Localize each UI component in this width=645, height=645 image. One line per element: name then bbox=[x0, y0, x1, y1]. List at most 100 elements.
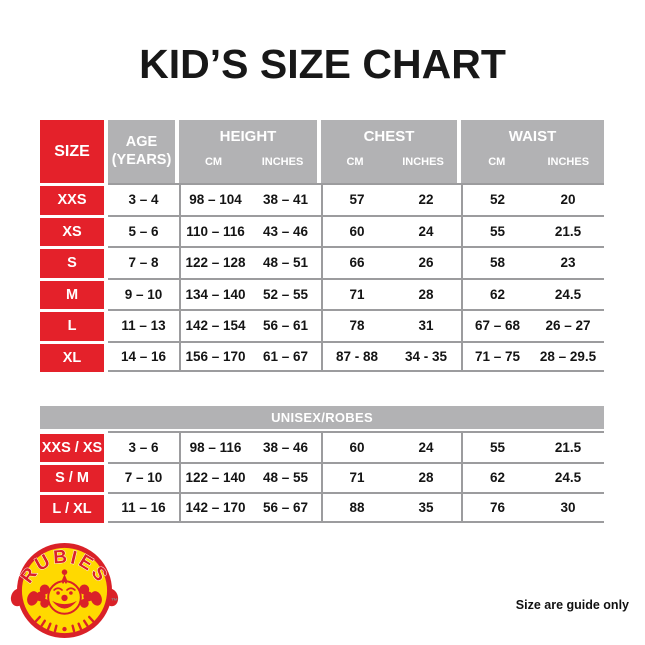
size-cell: M bbox=[40, 277, 108, 309]
age-cell: 7 – 8 bbox=[108, 246, 179, 278]
page-title: KID’S SIZE CHART bbox=[139, 41, 506, 87]
age-cell: 7 – 10 bbox=[108, 461, 179, 492]
unisex-robes-header: UNISEX/ROBES bbox=[40, 406, 604, 431]
header-height-cm: CM bbox=[204, 155, 223, 168]
size-cell: XXS / XS bbox=[40, 431, 108, 462]
height-inches-cell: 52 – 55 bbox=[250, 277, 321, 309]
waist-inches-cell: 21.5 bbox=[532, 214, 604, 246]
waist-inches-cell: 28 – 29.5 bbox=[532, 340, 604, 372]
kids-size-table: SIZE AGE (YEARS) HEIGHT CM INCHES CHEST … bbox=[40, 120, 604, 372]
chest-inches-cell: 28 bbox=[391, 461, 461, 492]
size-cell: XXS bbox=[40, 183, 108, 215]
chest-inches-cell: 35 bbox=[391, 492, 461, 523]
waist-cm-cell: 62 bbox=[461, 277, 532, 309]
waist-inches-cell: 21.5 bbox=[532, 431, 604, 462]
header-chest-subheaders: CM INCHES bbox=[321, 154, 457, 183]
header-waist-group: WAIST CM INCHES bbox=[461, 120, 604, 183]
chest-inches-cell: 26 bbox=[391, 246, 461, 278]
waist-cm-cell: 58 bbox=[461, 246, 532, 278]
age-cell: 14 – 16 bbox=[108, 340, 179, 372]
chest-cm-cell: 57 bbox=[321, 183, 391, 215]
height-cm-cell: 156 – 170 bbox=[179, 340, 250, 372]
size-cell: L bbox=[40, 309, 108, 341]
header-chest-inches: INCHES bbox=[402, 155, 444, 168]
chest-cm-cell: 78 bbox=[321, 309, 391, 341]
height-cm-cell: 110 – 116 bbox=[179, 214, 250, 246]
rubies-logo-icon: RUBIES bbox=[10, 542, 119, 639]
chest-cm-cell: 71 bbox=[321, 277, 391, 309]
height-cm-cell: 122 – 140 bbox=[179, 461, 250, 492]
waist-cm-cell: 52 bbox=[461, 183, 532, 215]
waist-cm-cell: 55 bbox=[461, 214, 532, 246]
size-cell: S bbox=[40, 246, 108, 278]
header-size: SIZE bbox=[40, 120, 108, 183]
height-inches-cell: 56 – 61 bbox=[250, 309, 321, 341]
waist-cm-cell: 62 bbox=[461, 461, 532, 492]
table-row-m: M 9 – 10 134 – 140 52 – 55 71 28 62 24.5 bbox=[40, 277, 604, 309]
header-chest-label: CHEST bbox=[363, 128, 415, 146]
unisex-robes-table: UNISEX/ROBES XXS / XS 3 – 6 98 – 116 38 … bbox=[40, 406, 604, 523]
height-inches-cell: 61 – 67 bbox=[250, 340, 321, 372]
height-cm-cell: 142 – 154 bbox=[179, 309, 250, 341]
header-chest-group: CHEST CM INCHES bbox=[321, 120, 461, 183]
header-waist-label: WAIST bbox=[508, 128, 557, 146]
size-cell: L / XL bbox=[40, 492, 108, 523]
chest-cm-cell: 88 bbox=[321, 492, 391, 523]
height-cm-cell: 98 – 116 bbox=[179, 431, 250, 462]
header-age: AGE (YEARS) bbox=[108, 120, 179, 183]
height-inches-cell: 56 – 67 bbox=[250, 492, 321, 523]
chest-inches-cell: 34 - 35 bbox=[391, 340, 461, 372]
chest-inches-cell: 31 bbox=[391, 309, 461, 341]
age-cell: 3 – 6 bbox=[108, 431, 179, 462]
table-row-s: S 7 – 8 122 – 128 48 – 51 66 26 58 23 bbox=[40, 246, 604, 278]
waist-inches-cell: 30 bbox=[532, 492, 604, 523]
table-row-xxs-xs: XXS / XS 3 – 6 98 – 116 38 – 46 60 24 55… bbox=[40, 431, 604, 462]
chest-cm-cell: 87 - 88 bbox=[321, 340, 391, 372]
waist-inches-cell: 26 – 27 bbox=[532, 309, 604, 341]
chest-cm-cell: 60 bbox=[321, 214, 391, 246]
chest-inches-cell: 24 bbox=[391, 214, 461, 246]
waist-cm-cell: 55 bbox=[461, 431, 532, 462]
height-inches-cell: 43 – 46 bbox=[250, 214, 321, 246]
height-cm-cell: 122 – 128 bbox=[179, 246, 250, 278]
trademark-symbol: ™ bbox=[111, 598, 118, 605]
height-cm-cell: 98 – 104 bbox=[179, 183, 250, 215]
footer-note: Size are guide only bbox=[515, 598, 629, 612]
waist-inches-cell: 24.5 bbox=[532, 277, 604, 309]
header-age-line1: AGE bbox=[125, 134, 158, 151]
chest-inches-cell: 24 bbox=[391, 431, 461, 462]
chest-inches-cell: 22 bbox=[391, 183, 461, 215]
header-waist-inches: INCHES bbox=[547, 155, 590, 168]
waist-inches-cell: 23 bbox=[532, 246, 604, 278]
header-height-inches: INCHES bbox=[261, 155, 304, 168]
header-height-group: HEIGHT CM INCHES bbox=[179, 120, 321, 183]
height-inches-cell: 38 – 41 bbox=[250, 183, 321, 215]
table-header: SIZE AGE (YEARS) HEIGHT CM INCHES CHEST … bbox=[40, 120, 604, 183]
table-row-l-xl: L / XL 11 – 16 142 – 170 56 – 67 88 35 7… bbox=[40, 492, 604, 523]
header-height-label: HEIGHT bbox=[219, 128, 277, 146]
table-row-l: L 11 – 13 142 – 154 56 – 61 78 31 67 – 6… bbox=[40, 309, 604, 341]
header-age-line2: (YEARS) bbox=[111, 151, 172, 168]
waist-cm-cell: 67 – 68 bbox=[461, 309, 532, 341]
height-inches-cell: 48 – 51 bbox=[250, 246, 321, 278]
age-cell: 11 – 13 bbox=[108, 309, 179, 341]
waist-inches-cell: 24.5 bbox=[532, 461, 604, 492]
header-chest-cm: CM bbox=[346, 155, 364, 168]
size-cell: XS bbox=[40, 214, 108, 246]
chest-cm-cell: 60 bbox=[321, 431, 391, 462]
table-row-xs: XS 5 – 6 110 – 116 43 – 46 60 24 55 21.5 bbox=[40, 214, 604, 246]
size-cell: XL bbox=[40, 340, 108, 372]
height-inches-cell: 48 – 55 bbox=[250, 461, 321, 492]
table-row-xl: XL 14 – 16 156 – 170 61 – 67 87 - 88 34 … bbox=[40, 340, 604, 372]
waist-cm-cell: 71 – 75 bbox=[461, 340, 532, 372]
height-inches-cell: 38 – 46 bbox=[250, 431, 321, 462]
chest-cm-cell: 66 bbox=[321, 246, 391, 278]
rubies-logo: RUBIES bbox=[10, 541, 119, 640]
height-cm-cell: 142 – 170 bbox=[179, 492, 250, 523]
chest-cm-cell: 71 bbox=[321, 461, 391, 492]
age-cell: 11 – 16 bbox=[108, 492, 179, 523]
age-cell: 9 – 10 bbox=[108, 277, 179, 309]
age-cell: 3 – 4 bbox=[108, 183, 179, 215]
size-cell: S / M bbox=[40, 461, 108, 492]
